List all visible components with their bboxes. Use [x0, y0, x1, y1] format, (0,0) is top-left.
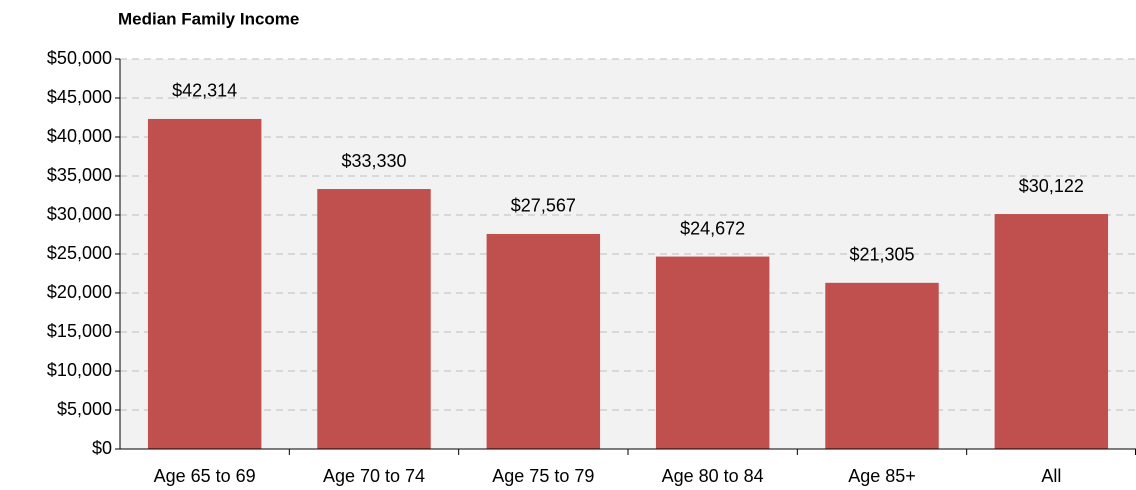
y-tick-label: $15,000 — [47, 321, 112, 341]
x-tick-label: Age 75 to 79 — [492, 466, 594, 486]
x-tick-label: Age 85+ — [848, 466, 916, 486]
x-tick-label: All — [1041, 466, 1061, 486]
bar — [994, 214, 1109, 449]
value-label: $33,330 — [341, 151, 406, 171]
y-tick-label: $35,000 — [47, 165, 112, 185]
value-label: $21,305 — [849, 245, 914, 265]
bar — [655, 256, 770, 449]
x-tick-label: Age 65 to 69 — [154, 466, 256, 486]
bar — [147, 118, 262, 449]
bar — [486, 233, 601, 449]
bar — [317, 189, 431, 449]
y-tick-label: $40,000 — [47, 126, 112, 146]
y-tick-label: $45,000 — [47, 87, 112, 107]
y-tick-label: $20,000 — [47, 282, 112, 302]
y-tick-label: $25,000 — [47, 243, 112, 263]
y-tick-label: $50,000 — [47, 48, 112, 68]
value-label: $27,567 — [511, 196, 576, 216]
y-tick-label: $30,000 — [47, 204, 112, 224]
y-tick-label: $5,000 — [57, 399, 112, 419]
x-tick-label: Age 70 to 74 — [323, 466, 425, 486]
value-label: $30,122 — [1019, 176, 1084, 196]
bar — [825, 282, 939, 449]
y-tick-label: $10,000 — [47, 360, 112, 380]
value-label: $24,672 — [680, 218, 745, 238]
chart-title: Median Family Income — [118, 9, 299, 28]
x-tick-label: Age 80 to 84 — [662, 466, 764, 486]
value-label: $42,314 — [172, 81, 237, 101]
y-tick-label: $0 — [92, 438, 112, 458]
